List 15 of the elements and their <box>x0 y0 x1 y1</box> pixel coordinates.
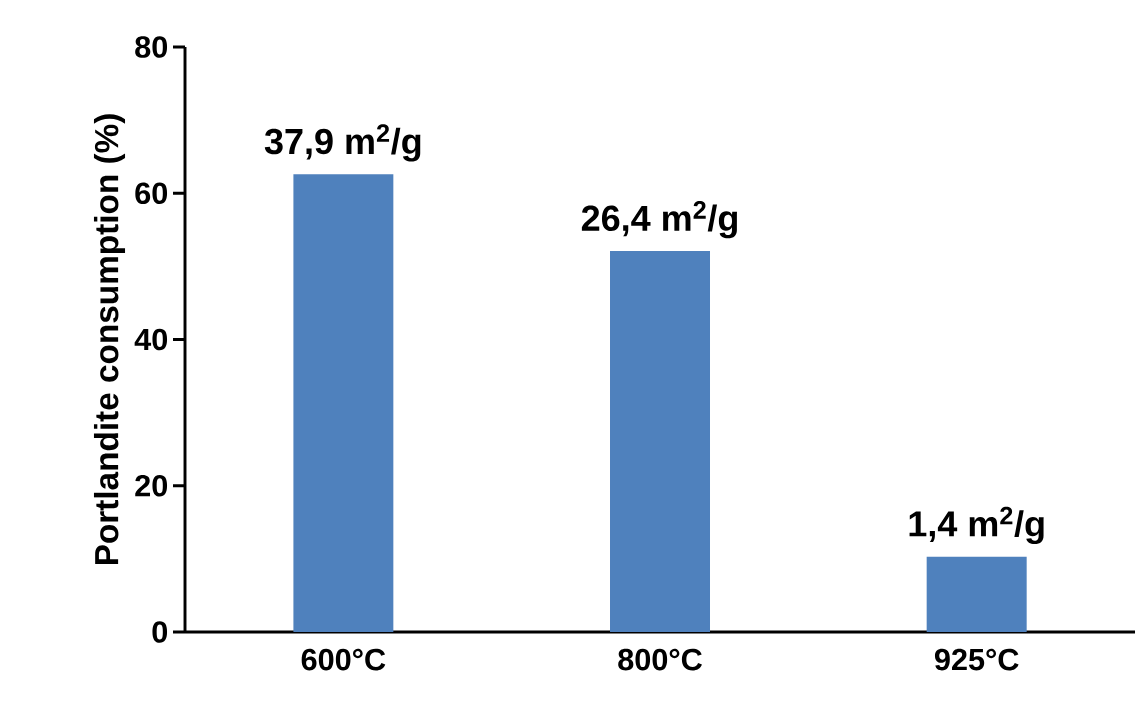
x-tick-label: 925°C <box>934 648 1019 671</box>
y-tick-label: 20 <box>135 474 168 497</box>
y-axis-title: Portlandite consumption (%) <box>93 114 126 565</box>
annotation: 1,4 m$^{2}$/g <box>909 506 1044 544</box>
y-tick-label: 0 <box>152 621 168 643</box>
y-tick-label: 60 <box>135 182 168 205</box>
y-tick-label: 40 <box>134 328 168 351</box>
bar <box>610 251 711 632</box>
y-tick-label: 80 <box>135 36 168 58</box>
x-tick-label: 800°C <box>618 648 702 671</box>
bar <box>926 556 1027 632</box>
annotation: 37,9 m$^{2}$/g <box>264 124 421 162</box>
x-tick-label: 600°C <box>301 648 386 671</box>
bar <box>293 174 394 632</box>
annotation: 26,4 m$^{2}$/g <box>581 201 737 239</box>
